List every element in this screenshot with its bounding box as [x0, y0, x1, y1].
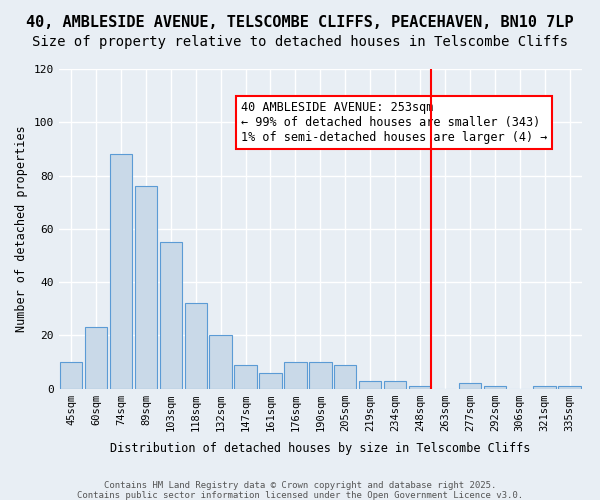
Bar	[533, 386, 556, 388]
Bar	[259, 372, 281, 388]
X-axis label: Distribution of detached houses by size in Telscombe Cliffs: Distribution of detached houses by size …	[110, 442, 530, 455]
Bar	[209, 336, 232, 388]
Bar	[85, 328, 107, 388]
Bar	[110, 154, 132, 388]
Bar	[235, 364, 257, 388]
Bar	[559, 386, 581, 388]
Text: 40 AMBLESIDE AVENUE: 253sqm
← 99% of detached houses are smaller (343)
1% of sem: 40 AMBLESIDE AVENUE: 253sqm ← 99% of det…	[241, 101, 547, 144]
Bar	[359, 380, 382, 388]
Text: Size of property relative to detached houses in Telscombe Cliffs: Size of property relative to detached ho…	[32, 35, 568, 49]
Text: Contains public sector information licensed under the Open Government Licence v3: Contains public sector information licen…	[77, 491, 523, 500]
Bar	[334, 364, 356, 388]
Bar	[284, 362, 307, 388]
Text: 40, AMBLESIDE AVENUE, TELSCOMBE CLIFFS, PEACEHAVEN, BN10 7LP: 40, AMBLESIDE AVENUE, TELSCOMBE CLIFFS, …	[26, 15, 574, 30]
Bar	[160, 242, 182, 388]
Bar	[384, 380, 406, 388]
Text: Contains HM Land Registry data © Crown copyright and database right 2025.: Contains HM Land Registry data © Crown c…	[104, 481, 496, 490]
Bar	[60, 362, 82, 388]
Bar	[185, 304, 207, 388]
Bar	[134, 186, 157, 388]
Bar	[409, 386, 431, 388]
Y-axis label: Number of detached properties: Number of detached properties	[15, 126, 28, 332]
Bar	[484, 386, 506, 388]
Bar	[458, 383, 481, 388]
Bar	[309, 362, 332, 388]
